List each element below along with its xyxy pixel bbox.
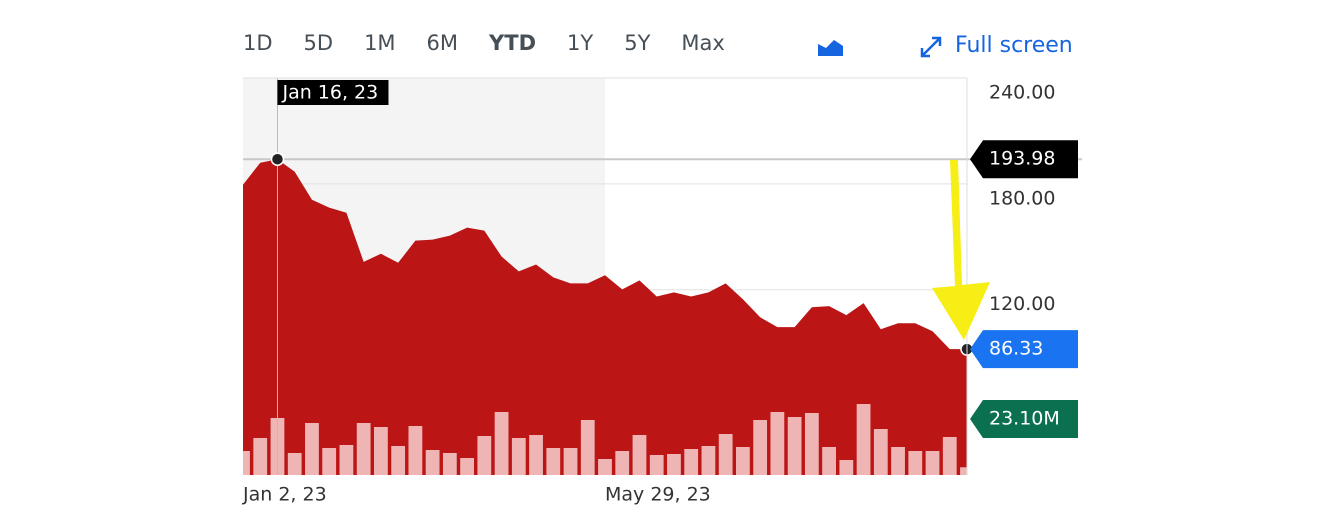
y-tick-label: 240.00: [989, 82, 1055, 104]
toolbar: 1D 5D 1M 6M YTD 1Y 5Y Max: [243, 31, 725, 55]
crosshair-date-box: [277, 80, 389, 105]
volume-bar: [580, 420, 595, 475]
volume-bar: [839, 460, 854, 475]
range-button[interactable]: 5D: [304, 31, 334, 55]
volume-bar: [615, 451, 630, 475]
volume-bar: [753, 420, 768, 475]
volume-bar: [408, 426, 423, 475]
crosshair-date: Jan 16, 23: [281, 82, 378, 104]
volume-bar: [891, 447, 905, 475]
volume-bar: [477, 436, 492, 475]
y-tick-label: 180.00: [989, 187, 1055, 209]
volume-bar: [822, 447, 836, 475]
volume-bar: [718, 434, 733, 475]
crosshair-point: [270, 152, 285, 166]
volume-bar: [511, 438, 526, 475]
x-tick-label: Jan 2, 23: [242, 484, 327, 506]
crosshair-price-box: [970, 140, 1078, 179]
volume-bar: [460, 458, 474, 475]
volume-bar: [253, 438, 268, 475]
volume-bar: [287, 453, 302, 475]
volume-bar: [856, 404, 871, 475]
volume-bar: [736, 447, 750, 475]
volume-bar: [425, 450, 440, 475]
volume-bar: [563, 448, 578, 475]
volume-bar: [356, 423, 371, 475]
volume-bar: [770, 412, 785, 475]
range-button[interactable]: 6M: [427, 31, 458, 55]
volume-bar: [925, 451, 940, 475]
volume-bar: [494, 412, 509, 475]
full-screen-link[interactable]: Full screen: [955, 33, 1073, 58]
last-price-box: [970, 330, 1078, 369]
volume-bar: [243, 451, 250, 475]
last-price-label: 86.33: [989, 338, 1043, 360]
volume-bar: [632, 435, 647, 475]
y-tick-label: 120.00: [989, 293, 1055, 315]
range-button[interactable]: Max: [681, 31, 724, 55]
volume-bar: [305, 423, 319, 475]
volume-bar: [374, 427, 388, 475]
volume-bar: [787, 417, 802, 475]
volume-bar: [942, 437, 957, 475]
annotation-arrow: [932, 160, 990, 340]
volume-bar: [684, 449, 699, 475]
range-button[interactable]: 5Y: [624, 31, 650, 55]
fullscreen-icon[interactable]: [920, 36, 942, 58]
volume-bar: [649, 455, 664, 475]
volume-bar: [322, 448, 337, 475]
crosshair-price: 193.98: [989, 148, 1055, 170]
range-button[interactable]: 1M: [364, 31, 395, 55]
volume-bar: [873, 429, 888, 475]
volume-bar: [960, 467, 967, 475]
last-volume-label: 23.10M: [989, 408, 1060, 430]
chart-type-icon[interactable]: [818, 40, 843, 56]
range-button[interactable]: 1Y: [567, 31, 593, 55]
last-volume-box: [970, 400, 1078, 438]
volume-bar: [598, 459, 612, 475]
volume-bar: [529, 435, 543, 475]
volume-bar: [546, 448, 561, 475]
volume-bar: [339, 445, 354, 475]
x-tick-label: May 29, 23: [605, 484, 711, 506]
range-button[interactable]: YTD: [488, 31, 536, 55]
volume-bar: [442, 453, 457, 475]
range-button[interactable]: 1D: [243, 31, 273, 55]
volume-bar: [908, 451, 923, 475]
volume-bar: [701, 446, 716, 475]
price-area: [243, 159, 967, 475]
volume-bar: [667, 454, 681, 475]
volume-bar: [391, 446, 406, 475]
volume-bar: [804, 413, 819, 475]
